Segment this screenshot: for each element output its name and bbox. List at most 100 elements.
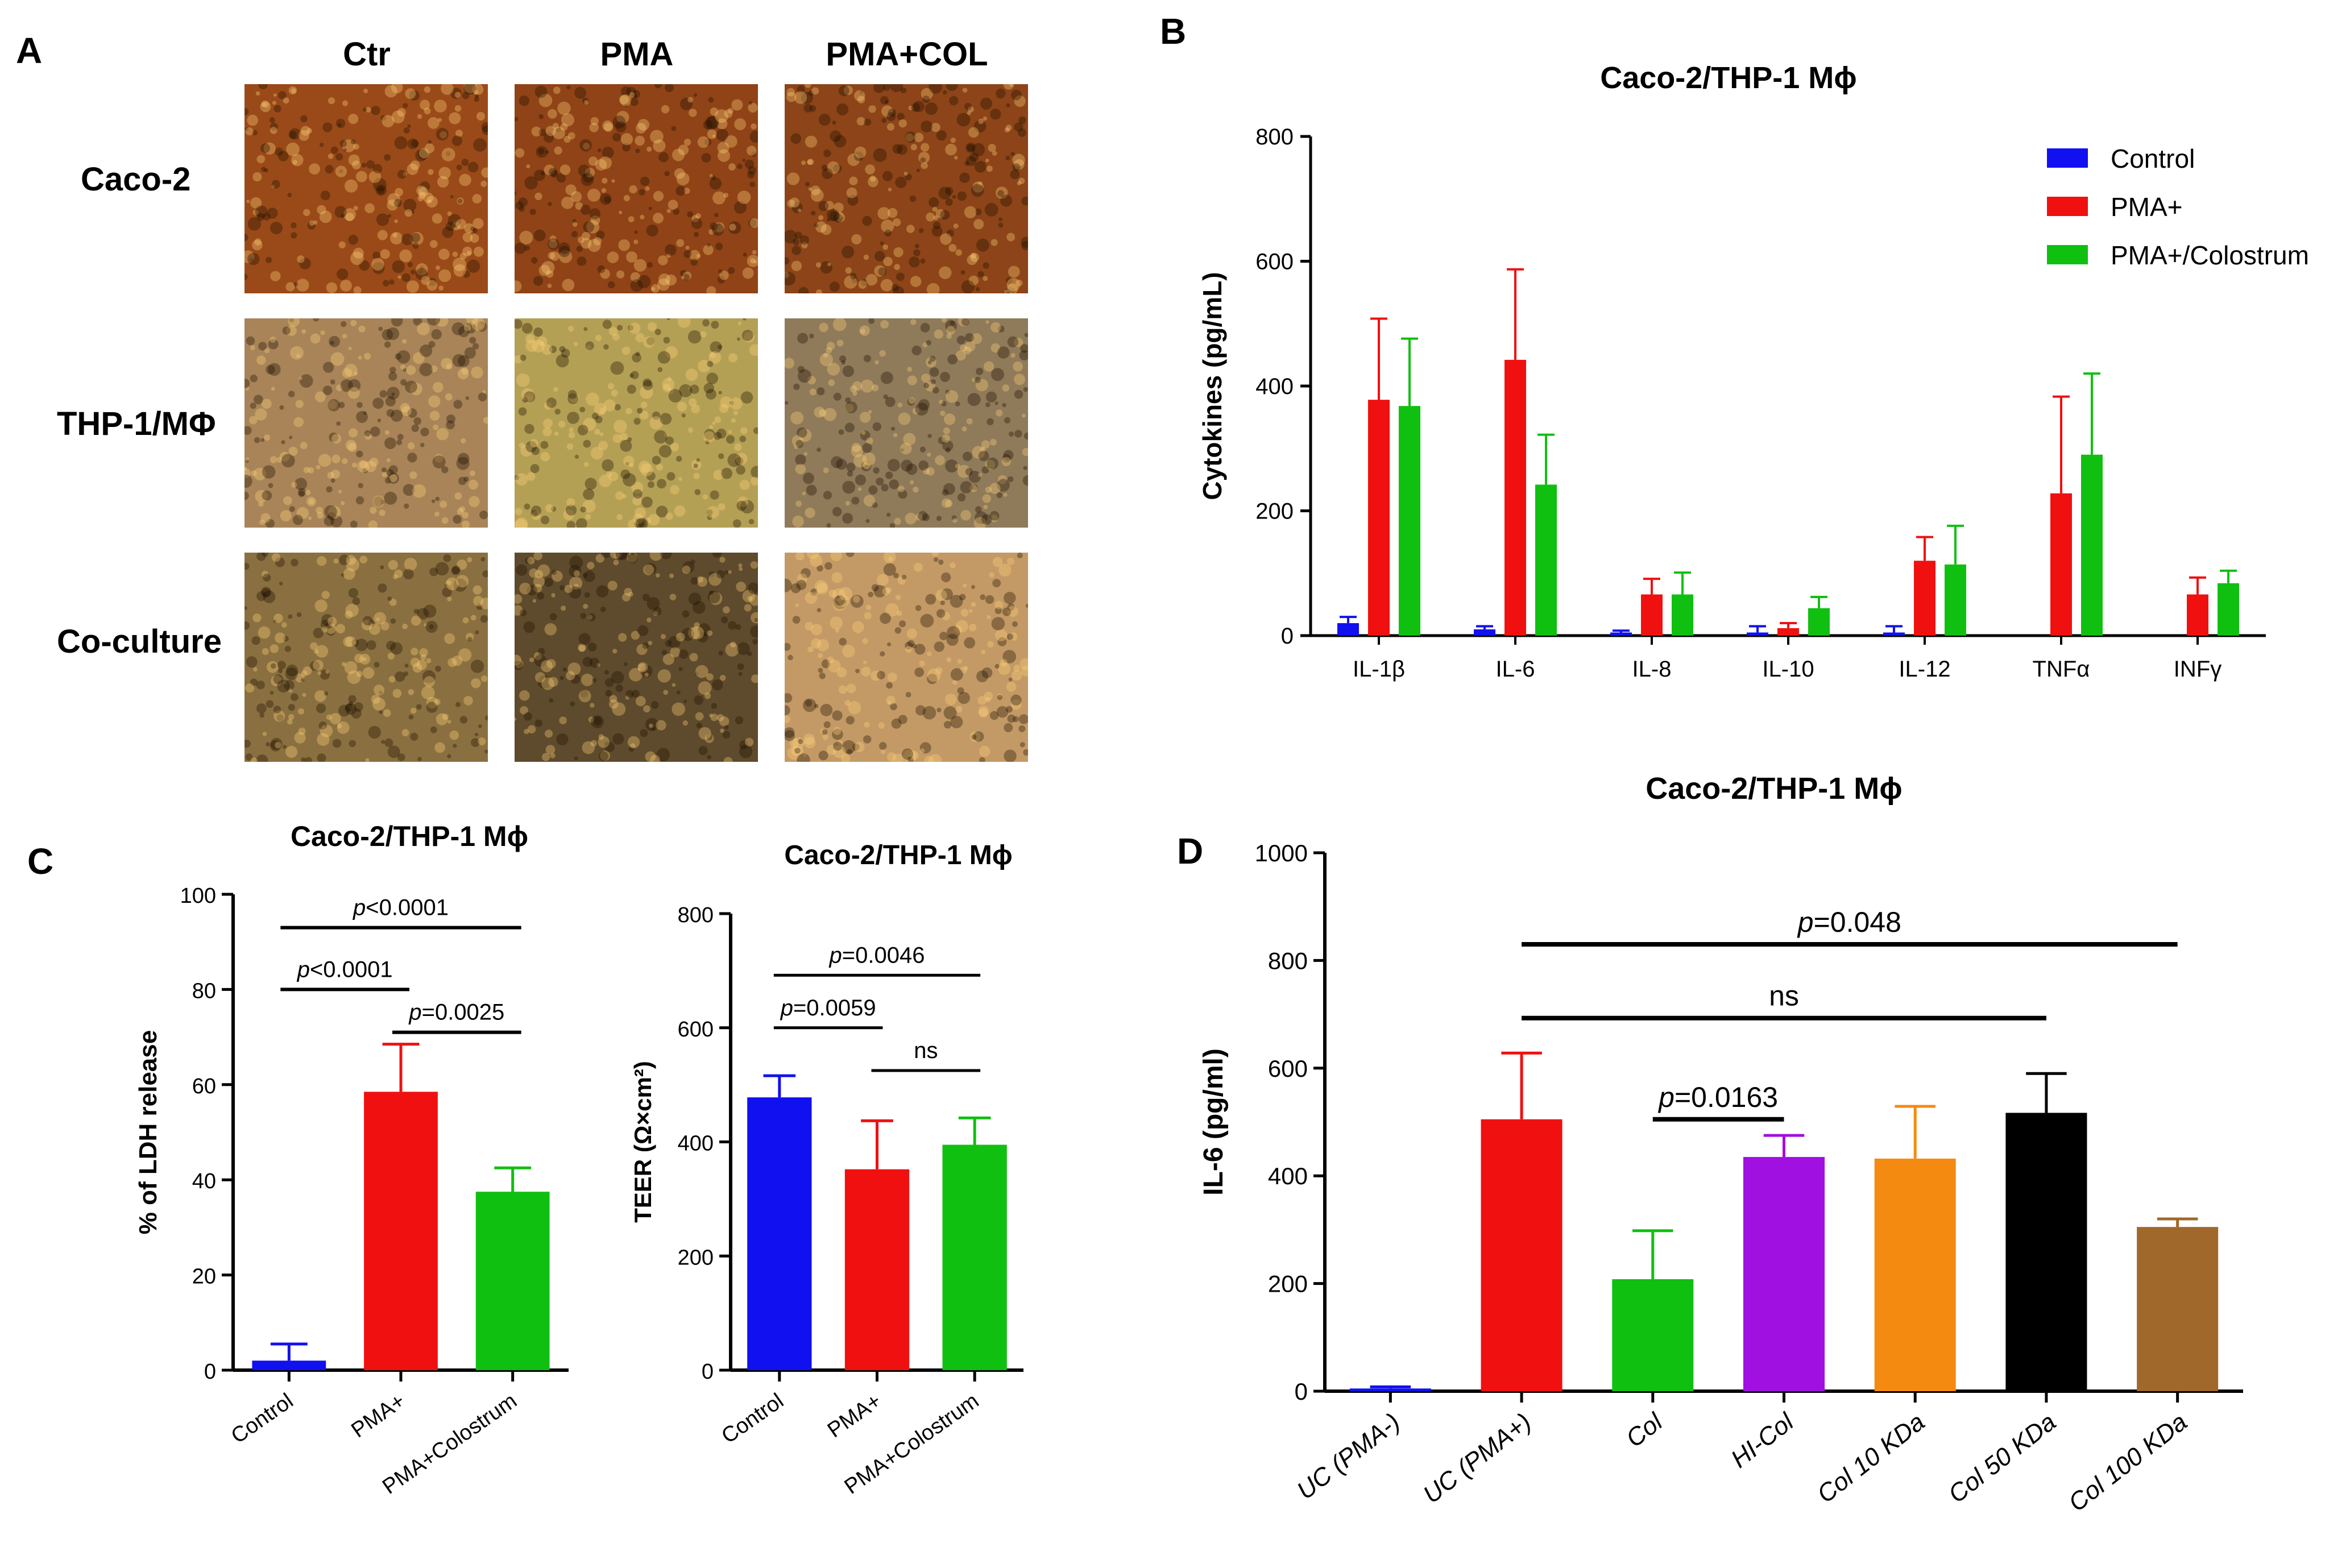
micrograph-r1-c1 bbox=[515, 318, 758, 528]
legend-swatch-1 bbox=[2047, 197, 2088, 216]
y-tick-label: 1000 bbox=[1255, 840, 1308, 866]
bar-2 bbox=[942, 1144, 1007, 1370]
y-tick-label: 200 bbox=[678, 1246, 714, 1270]
x-tick-label: IL-10 bbox=[1762, 657, 1814, 682]
micrograph-r2-c1 bbox=[515, 553, 758, 762]
bar-1 bbox=[364, 1092, 438, 1370]
bar-2 bbox=[1612, 1279, 1694, 1391]
legend-label-2: PMA+/Colostrum bbox=[2111, 240, 2309, 270]
y-axis-label: TEER (Ω×cm²) bbox=[629, 1061, 656, 1223]
bar-PMA+ bbox=[1368, 400, 1390, 636]
panel-b-letter: B bbox=[1160, 11, 1187, 52]
y-tick-label: 400 bbox=[1255, 374, 1294, 399]
x-tick-label: IL-1β bbox=[1353, 657, 1405, 682]
y-axis-label: % of LDH release bbox=[134, 1030, 162, 1234]
panel-a-letter: A bbox=[16, 30, 43, 71]
bar-PMA+/Colostrum bbox=[1399, 406, 1420, 636]
x-tick-label: UC (PMA-) bbox=[1292, 1408, 1406, 1505]
x-tick-label: HI-Col bbox=[1726, 1408, 1799, 1474]
y-tick-label: 80 bbox=[192, 979, 216, 1003]
y-tick-label: 800 bbox=[1268, 947, 1308, 974]
y-axis-label: Cytokines (pg/mL) bbox=[1197, 272, 1227, 500]
bar-Control bbox=[1474, 629, 1495, 636]
y-tick-label: 600 bbox=[678, 1018, 714, 1042]
micrograph-r1-c2 bbox=[785, 318, 1028, 528]
y-tick-label: 800 bbox=[678, 903, 714, 927]
x-tick-label: PMA+ bbox=[347, 1389, 409, 1442]
photo-col-label-pma-col: PMA+COL bbox=[826, 36, 988, 73]
bar-6 bbox=[2137, 1227, 2219, 1391]
teer-chart: Caco-2/THP-1 Mϕ 0 200 400 600 800 TEER (Ω×cm²)… bbox=[629, 840, 1023, 1499]
significance-label: p=0.0059 bbox=[780, 995, 876, 1021]
significance-label: p<0.0001 bbox=[353, 895, 449, 920]
x-tick-label: Col 100 KDa bbox=[2063, 1408, 2192, 1517]
chart-title: Caco-2/THP-1 Mϕ bbox=[1646, 771, 1903, 806]
bar-0 bbox=[747, 1097, 812, 1370]
x-tick-label: IL-12 bbox=[1899, 657, 1950, 682]
bar-5 bbox=[2005, 1113, 2087, 1391]
x-tick-label: IL-8 bbox=[1632, 657, 1672, 682]
panel-c-letter: C bbox=[27, 841, 54, 882]
legend-label-1: PMA+ bbox=[2111, 192, 2183, 222]
bar-PMA+/Colostrum bbox=[1808, 608, 1830, 636]
bar-PMA+ bbox=[2050, 493, 2072, 636]
bar-Control bbox=[1883, 632, 1905, 636]
significance-label: p=0.048 bbox=[1797, 906, 1901, 938]
legend-swatch-0 bbox=[2047, 148, 2088, 168]
bar-4 bbox=[1874, 1158, 1956, 1391]
bar-PMA+/Colostrum bbox=[1672, 594, 1693, 636]
legend-swatch-2 bbox=[2047, 245, 2088, 264]
bar-PMA+ bbox=[1777, 628, 1799, 636]
significance-label: p=0.0046 bbox=[829, 943, 925, 968]
x-tick-label: PMA+ bbox=[823, 1389, 886, 1442]
il6-chart: Caco-2/THP-1 Mϕ 0 200 400 600 800 1000 IL-6 (pg… bbox=[1199, 771, 2243, 1517]
bar-PMA+/Colostrum bbox=[1945, 564, 1966, 636]
y-tick-label: 0 bbox=[1295, 1378, 1308, 1405]
bar-Control bbox=[1610, 632, 1632, 636]
micrograph-r0-c1 bbox=[515, 84, 758, 293]
significance-label: p=0.0025 bbox=[408, 1000, 504, 1025]
significance-label: ns bbox=[914, 1038, 938, 1063]
y-tick-label: 40 bbox=[192, 1169, 216, 1193]
x-tick-label: IL-6 bbox=[1496, 657, 1535, 682]
chart-title: Caco-2/THP-1 Mϕ bbox=[784, 840, 1012, 870]
bar-Control bbox=[1747, 632, 1768, 636]
cytokine-chart: Caco-2/THP-1 Mϕ 0 200 400 600 800 Cytokines (p… bbox=[1197, 61, 2309, 682]
x-tick-label: Col 10 KDa bbox=[1812, 1408, 1930, 1508]
bar-PMA+ bbox=[1914, 561, 1935, 636]
micrograph-r2-c0 bbox=[244, 553, 488, 762]
micrograph-r2-c2 bbox=[785, 553, 1028, 762]
bar-0 bbox=[1349, 1388, 1431, 1391]
y-tick-label: 0 bbox=[702, 1360, 714, 1384]
photo-row-label-coculture: Co-culture bbox=[57, 623, 222, 660]
x-tick-label: Control bbox=[227, 1389, 297, 1449]
photo-row-label-caco2: Caco-2 bbox=[81, 161, 191, 198]
bar-3 bbox=[1743, 1157, 1825, 1391]
x-tick-label: Col 50 KDa bbox=[1943, 1408, 2061, 1508]
bar-PMA+/Colostrum bbox=[1535, 484, 1557, 636]
x-tick-label: INFγ bbox=[2174, 657, 2221, 682]
micrograph-r0-c2 bbox=[785, 84, 1028, 293]
y-tick-label: 200 bbox=[1255, 499, 1294, 524]
bar-1 bbox=[1481, 1119, 1562, 1391]
significance-label: p=0.0163 bbox=[1657, 1081, 1778, 1113]
chart-title: Caco-2/THP-1 Mϕ bbox=[291, 820, 528, 852]
bar-1 bbox=[844, 1169, 910, 1370]
bar-2 bbox=[475, 1192, 550, 1370]
significance-label: ns bbox=[1769, 980, 1799, 1012]
bar-PMA+ bbox=[1641, 594, 1663, 636]
y-tick-label: 100 bbox=[180, 884, 216, 908]
x-tick-label: Control bbox=[718, 1389, 788, 1449]
x-tick-label: UC (PMA+) bbox=[1418, 1408, 1536, 1509]
photo-row-label-thp1: THP-1/MΦ bbox=[57, 405, 216, 442]
bar-PMA+/Colostrum bbox=[2081, 454, 2103, 636]
photo-col-label-ctr: Ctr bbox=[343, 36, 391, 73]
bar-PMA+ bbox=[2187, 594, 2208, 636]
micrograph-r1-c0 bbox=[244, 318, 488, 528]
micrograph-r0-c0 bbox=[244, 84, 488, 293]
ldh-release-chart: Caco-2/THP-1 Mϕ 0 20 40 60 80 100 % of LDH rele… bbox=[134, 820, 569, 1499]
photo-col-label-pma: PMA bbox=[600, 36, 674, 73]
bar-Control bbox=[1337, 623, 1359, 636]
significance-label: p<0.0001 bbox=[297, 957, 393, 982]
